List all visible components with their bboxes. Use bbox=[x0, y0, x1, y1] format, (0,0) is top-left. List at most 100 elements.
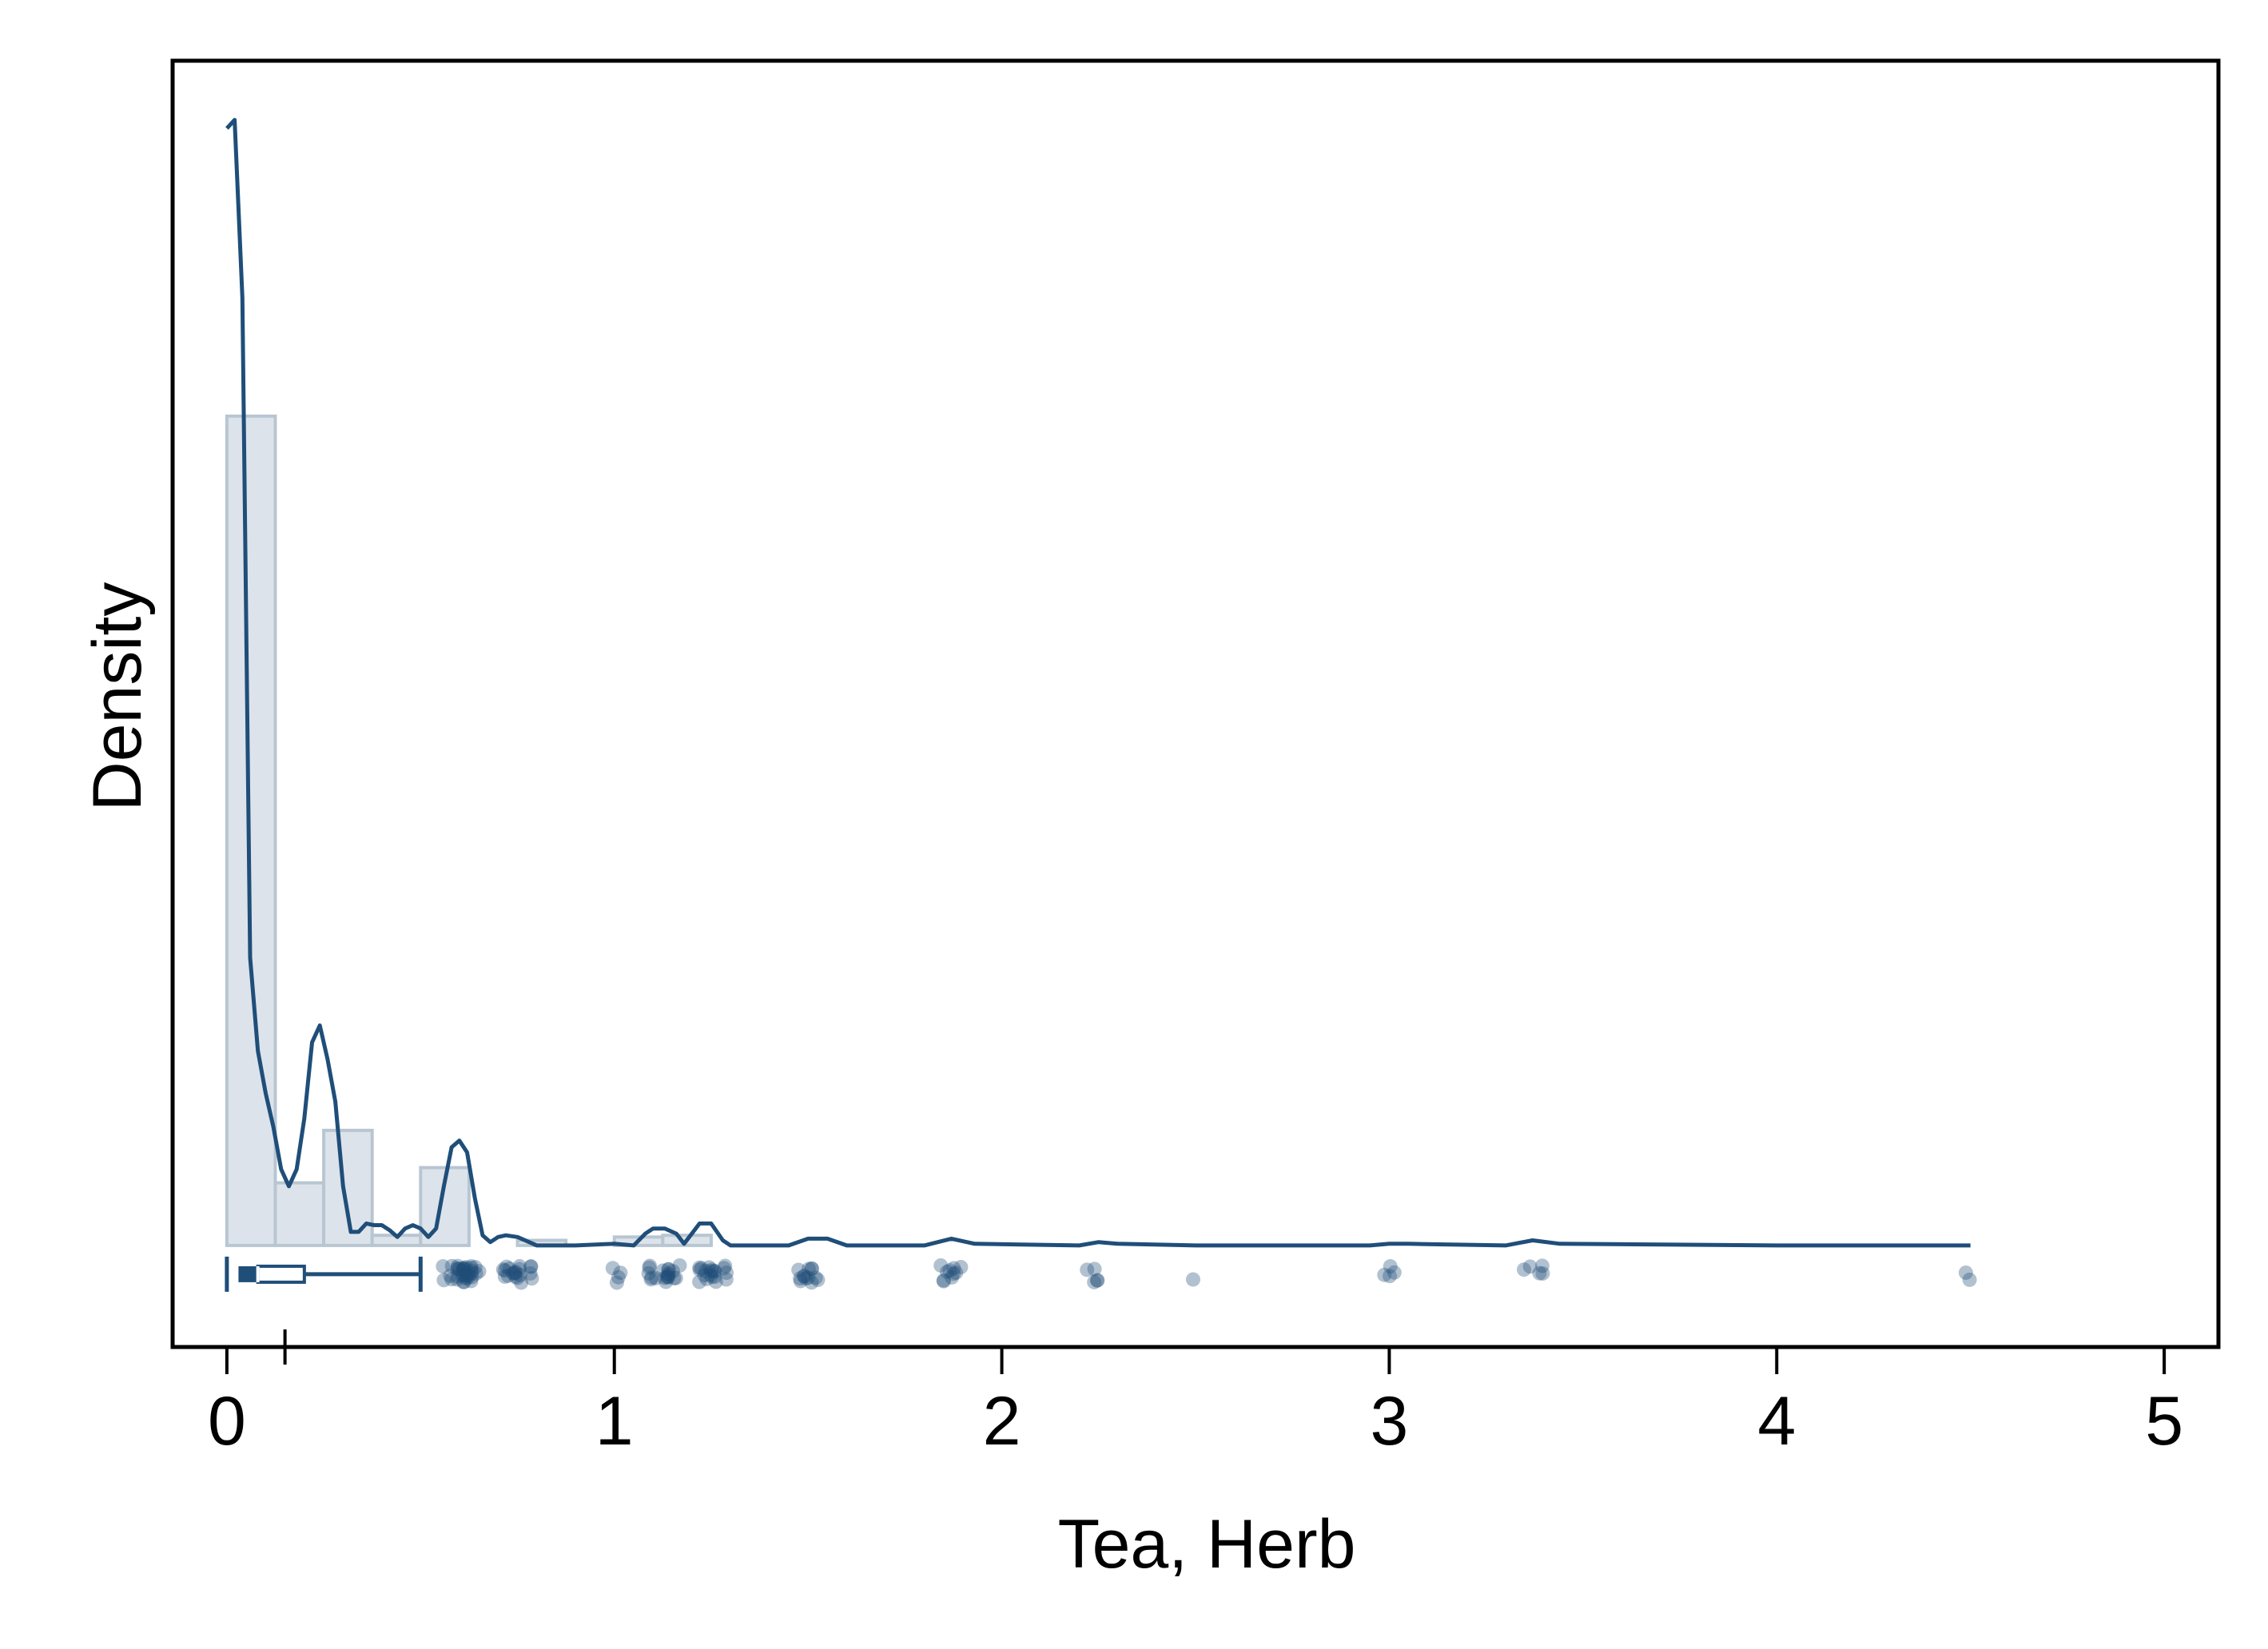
data-point-13-9 bbox=[706, 1263, 722, 1278]
data-point-6-3 bbox=[524, 1271, 539, 1286]
data-point-4-2 bbox=[500, 1268, 515, 1283]
data-point-3-5 bbox=[464, 1266, 479, 1281]
data-point-16-1 bbox=[804, 1261, 819, 1276]
data-point-14-0 bbox=[718, 1258, 733, 1274]
data-point-19-1 bbox=[940, 1264, 955, 1279]
data-point-20-1 bbox=[953, 1259, 969, 1274]
data-point-2-10 bbox=[456, 1267, 471, 1282]
data-point-13-1 bbox=[707, 1264, 722, 1279]
data-point-16-2 bbox=[801, 1262, 816, 1277]
data-point-10-8 bbox=[659, 1270, 674, 1285]
data-point-4-1 bbox=[499, 1259, 514, 1274]
data-point-21-1 bbox=[1080, 1262, 1095, 1277]
data-point-1-10 bbox=[456, 1264, 471, 1279]
data-point-7-1 bbox=[605, 1261, 620, 1276]
data-point-17-1 bbox=[804, 1275, 819, 1290]
x-axis-label: Tea, Herb bbox=[1058, 1506, 1356, 1583]
data-point-10-6 bbox=[659, 1274, 674, 1289]
data-point-1-3 bbox=[450, 1258, 465, 1274]
data-point-9-3 bbox=[648, 1270, 663, 1285]
data-point-16-4 bbox=[796, 1269, 811, 1284]
data-point-1-7 bbox=[456, 1274, 471, 1289]
data-point-15-1 bbox=[793, 1271, 808, 1286]
data-point-9-0 bbox=[642, 1260, 657, 1275]
data-point-1-11 bbox=[456, 1274, 472, 1289]
data-point-2-5 bbox=[464, 1263, 479, 1278]
boxplot-box-lower bbox=[238, 1266, 258, 1282]
data-point-23-0 bbox=[1185, 1272, 1200, 1287]
data-point-14-2 bbox=[719, 1266, 734, 1281]
data-point-10-7 bbox=[661, 1262, 676, 1277]
data-point-26-1 bbox=[1517, 1262, 1532, 1277]
data-point-18-0 bbox=[933, 1258, 949, 1273]
data-point-26-0 bbox=[1522, 1259, 1538, 1274]
data-point-27-0 bbox=[1534, 1258, 1550, 1274]
data-point-3-3 bbox=[464, 1261, 479, 1276]
data-point-11-1 bbox=[672, 1258, 687, 1273]
x-tick-label-3: 3 bbox=[1371, 1383, 1409, 1460]
data-point-5-3 bbox=[508, 1266, 523, 1281]
data-point-12-4 bbox=[692, 1262, 707, 1277]
data-point-1-8 bbox=[450, 1269, 465, 1284]
data-point-4-4 bbox=[502, 1261, 517, 1276]
data-point-10-4 bbox=[660, 1269, 675, 1284]
x-tick-label-4: 4 bbox=[1757, 1383, 1796, 1460]
x-tick-label-5: 5 bbox=[2145, 1383, 2183, 1460]
data-point-1-4 bbox=[449, 1261, 464, 1276]
data-point-13-7 bbox=[704, 1262, 719, 1277]
data-point-22-2 bbox=[1087, 1274, 1102, 1289]
data-point-19-3 bbox=[946, 1261, 961, 1276]
data-point-6-2 bbox=[523, 1258, 539, 1274]
data-point-3-0 bbox=[464, 1270, 479, 1285]
data-point-5-7 bbox=[507, 1266, 522, 1281]
data-point-11-2 bbox=[665, 1264, 680, 1279]
data-point-17-0 bbox=[808, 1270, 823, 1285]
data-point-5-8 bbox=[512, 1258, 527, 1274]
data-point-27-2 bbox=[1535, 1266, 1550, 1281]
data-point-15-3 bbox=[797, 1269, 812, 1284]
data-point-3-2 bbox=[468, 1266, 483, 1281]
data-point-5-2 bbox=[511, 1262, 527, 1277]
data-point-0-3 bbox=[443, 1268, 458, 1283]
data-point-25-1 bbox=[1383, 1259, 1398, 1274]
data-point-7-0 bbox=[611, 1270, 626, 1285]
data-point-19-2 bbox=[945, 1270, 960, 1285]
data-point-13-2 bbox=[702, 1260, 717, 1275]
data-point-2-1 bbox=[464, 1274, 479, 1289]
data-point-5-1 bbox=[510, 1270, 525, 1285]
data-point-10-3 bbox=[655, 1263, 670, 1278]
data-point-18-1 bbox=[936, 1274, 951, 1289]
data-point-1-1 bbox=[449, 1272, 464, 1287]
data-point-6-1 bbox=[523, 1259, 539, 1274]
data-point-1-9 bbox=[452, 1262, 467, 1277]
data-point-2-6 bbox=[460, 1270, 475, 1285]
histogram-bar-0 bbox=[225, 414, 277, 1247]
data-point-2-9 bbox=[458, 1270, 473, 1285]
data-point-12-1 bbox=[697, 1268, 712, 1283]
data-point-2-7 bbox=[460, 1266, 475, 1281]
data-point-0-2 bbox=[436, 1259, 451, 1274]
histogram-bars bbox=[225, 414, 713, 1247]
data-point-22-1 bbox=[1089, 1273, 1104, 1288]
data-point-5-4 bbox=[513, 1267, 528, 1282]
data-point-15-0 bbox=[793, 1274, 808, 1289]
data-point-10-1 bbox=[661, 1262, 676, 1277]
data-point-5-0 bbox=[514, 1275, 529, 1290]
data-point-3-1 bbox=[472, 1264, 487, 1279]
data-point-12-3 bbox=[694, 1261, 709, 1276]
data-point-13-5 bbox=[707, 1270, 722, 1285]
data-point-19-0 bbox=[942, 1263, 957, 1278]
histogram-bar-2 bbox=[322, 1128, 374, 1247]
data-point-5-5 bbox=[507, 1264, 523, 1279]
data-point-12-2 bbox=[692, 1260, 707, 1275]
data-point-8-0 bbox=[613, 1266, 628, 1281]
data-point-1-0 bbox=[450, 1262, 465, 1277]
boxplot bbox=[225, 1256, 423, 1292]
data-point-4-5 bbox=[497, 1269, 512, 1284]
density-curve bbox=[225, 117, 1971, 1248]
data-point-1-2 bbox=[456, 1261, 472, 1276]
data-point-14-1 bbox=[718, 1272, 734, 1287]
data-point-17-2 bbox=[810, 1272, 826, 1287]
